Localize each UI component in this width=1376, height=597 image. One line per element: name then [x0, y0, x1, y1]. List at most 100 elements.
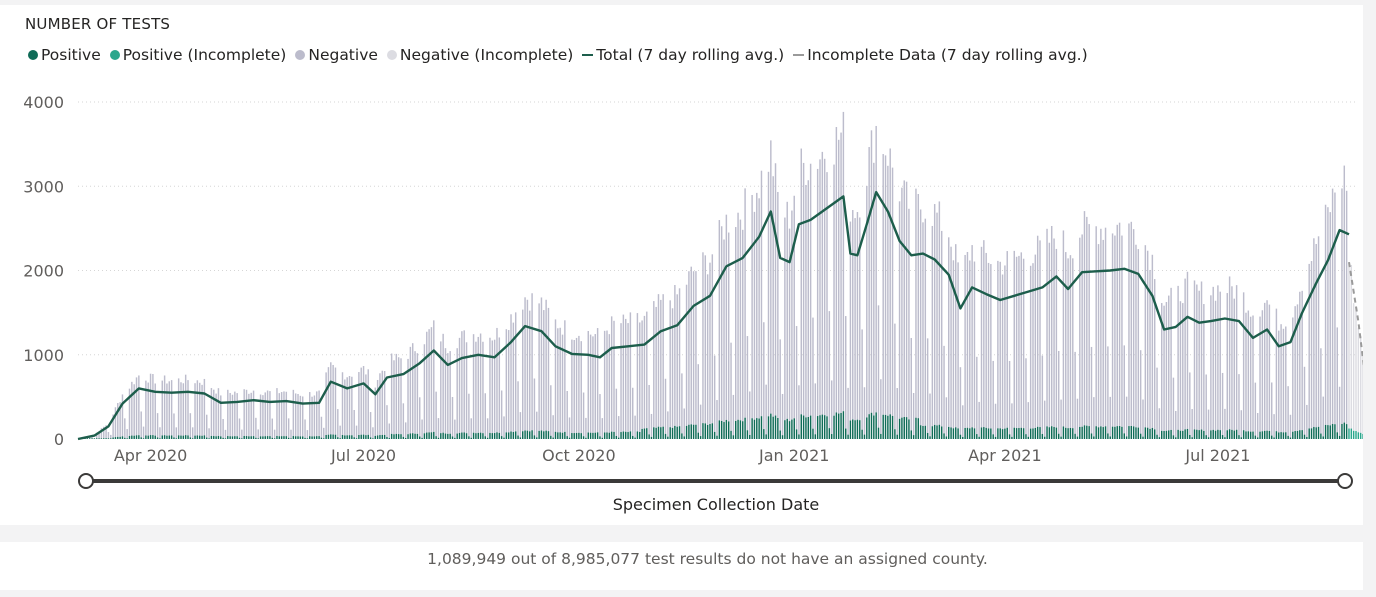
positive-bar[interactable] — [519, 437, 522, 439]
negative-bar[interactable] — [749, 391, 751, 435]
negative-bar[interactable] — [414, 351, 416, 434]
positive-bar[interactable] — [194, 435, 196, 439]
positive-bar[interactable] — [1296, 430, 1299, 439]
negative-bar[interactable] — [458, 337, 461, 433]
negative-bar[interactable] — [552, 415, 554, 438]
negative-bar[interactable] — [409, 346, 412, 434]
positive-bar[interactable] — [966, 427, 969, 439]
positive-bar[interactable] — [1226, 430, 1228, 439]
positive-bar[interactable] — [304, 437, 306, 439]
positive-bar[interactable] — [1308, 428, 1310, 439]
negative-bar[interactable] — [426, 331, 428, 433]
negative-bar[interactable] — [299, 395, 302, 437]
negative-bar[interactable] — [592, 336, 594, 433]
negative-bar[interactable] — [1011, 403, 1013, 437]
negative-bar[interactable] — [472, 334, 475, 433]
negative-bar[interactable] — [1247, 310, 1250, 432]
positive-bar[interactable] — [1184, 429, 1186, 439]
positive-bar[interactable] — [1076, 436, 1079, 439]
positive-bar[interactable] — [1331, 423, 1334, 439]
negative-bar[interactable] — [578, 335, 580, 433]
positive-bar[interactable] — [128, 435, 131, 439]
negative-bar[interactable] — [936, 212, 938, 426]
positive-bar[interactable] — [1315, 427, 1317, 439]
positive-bar[interactable] — [617, 437, 620, 439]
negative-bar[interactable] — [1224, 408, 1226, 438]
negative-bar[interactable] — [353, 410, 355, 438]
positive-bar[interactable] — [484, 436, 487, 439]
negative-bar[interactable] — [337, 409, 339, 438]
negative-bar[interactable] — [1203, 304, 1205, 431]
positive-bar[interactable] — [814, 434, 817, 439]
negative-bar[interactable] — [702, 252, 704, 424]
positive-bar[interactable] — [840, 412, 842, 439]
negative-bar[interactable] — [255, 417, 257, 438]
positive-bar[interactable] — [257, 438, 259, 439]
positive-bar[interactable] — [781, 435, 784, 439]
positive-bar[interactable] — [632, 435, 634, 439]
negative-bar[interactable] — [1331, 188, 1334, 424]
negative-bar[interactable] — [632, 387, 634, 436]
positive-bar[interactable] — [388, 438, 391, 439]
negative-bar[interactable] — [351, 376, 353, 436]
negative-bar[interactable] — [859, 217, 861, 421]
positive-bar[interactable] — [734, 420, 737, 439]
positive-bar[interactable] — [245, 436, 248, 439]
positive-bar[interactable] — [1013, 427, 1015, 439]
positive-bar[interactable] — [554, 431, 557, 439]
positive-bar[interactable] — [540, 430, 543, 439]
positive-bar[interactable] — [1104, 426, 1107, 439]
positive-bar[interactable] — [514, 431, 517, 439]
positive-bar[interactable] — [142, 438, 145, 439]
positive-bar[interactable] — [749, 434, 751, 439]
positive-bar[interactable] — [1245, 431, 1247, 439]
negative-bar[interactable] — [1086, 216, 1088, 426]
negative-bar[interactable] — [1182, 303, 1184, 431]
negative-bar[interactable] — [433, 320, 435, 432]
positive-bar[interactable] — [346, 435, 348, 439]
positive-bar[interactable] — [126, 438, 128, 439]
positive-bar[interactable] — [526, 430, 529, 439]
positive-bar[interactable] — [430, 432, 433, 439]
positive-bar[interactable] — [234, 436, 236, 439]
positive-bar[interactable] — [250, 436, 252, 439]
positive-bar[interactable] — [1158, 437, 1161, 439]
negative-bar[interactable] — [262, 395, 264, 437]
date-range-slider[interactable] — [78, 473, 1353, 489]
positive-bar[interactable] — [311, 436, 313, 439]
negative-bar[interactable] — [437, 418, 440, 438]
negative-bar[interactable] — [1338, 386, 1341, 436]
negative-bar[interactable] — [236, 393, 238, 437]
negative-bar[interactable] — [1118, 222, 1121, 427]
positive-bar[interactable] — [227, 436, 229, 439]
positive-bar[interactable] — [641, 428, 643, 439]
positive-bar[interactable] — [332, 434, 334, 439]
negative-bar[interactable] — [1074, 351, 1076, 434]
positive-bar[interactable] — [196, 435, 199, 439]
positive-bar[interactable] — [877, 427, 880, 439]
positive-bar[interactable] — [624, 431, 627, 439]
negative-bar[interactable] — [224, 429, 227, 439]
negative-bar[interactable] — [400, 358, 402, 435]
positive-bar[interactable] — [606, 432, 608, 439]
positive-bar[interactable] — [692, 424, 695, 439]
negative-bar[interactable] — [706, 274, 709, 426]
positive-bar[interactable] — [1067, 428, 1069, 439]
negative-bar[interactable] — [973, 261, 976, 429]
positive-bar[interactable] — [486, 437, 489, 439]
negative-bar[interactable] — [327, 367, 330, 435]
positive-bar[interactable] — [1139, 433, 1142, 439]
negative-bar[interactable] — [404, 422, 407, 439]
positive-bar[interactable] — [706, 425, 709, 439]
positive-bar[interactable] — [1294, 431, 1296, 439]
positive-bar[interactable] — [664, 433, 667, 439]
positive-bar[interactable] — [671, 427, 674, 439]
positive-bar[interactable] — [1254, 435, 1257, 439]
negative-bar[interactable] — [367, 369, 369, 435]
positive-bar[interactable] — [800, 414, 802, 439]
positive-bar[interactable] — [456, 433, 458, 439]
positive-bar[interactable] — [690, 424, 692, 439]
negative-bar[interactable] — [297, 393, 299, 437]
positive-bar[interactable] — [1310, 428, 1313, 439]
negative-bar[interactable] — [620, 323, 622, 433]
